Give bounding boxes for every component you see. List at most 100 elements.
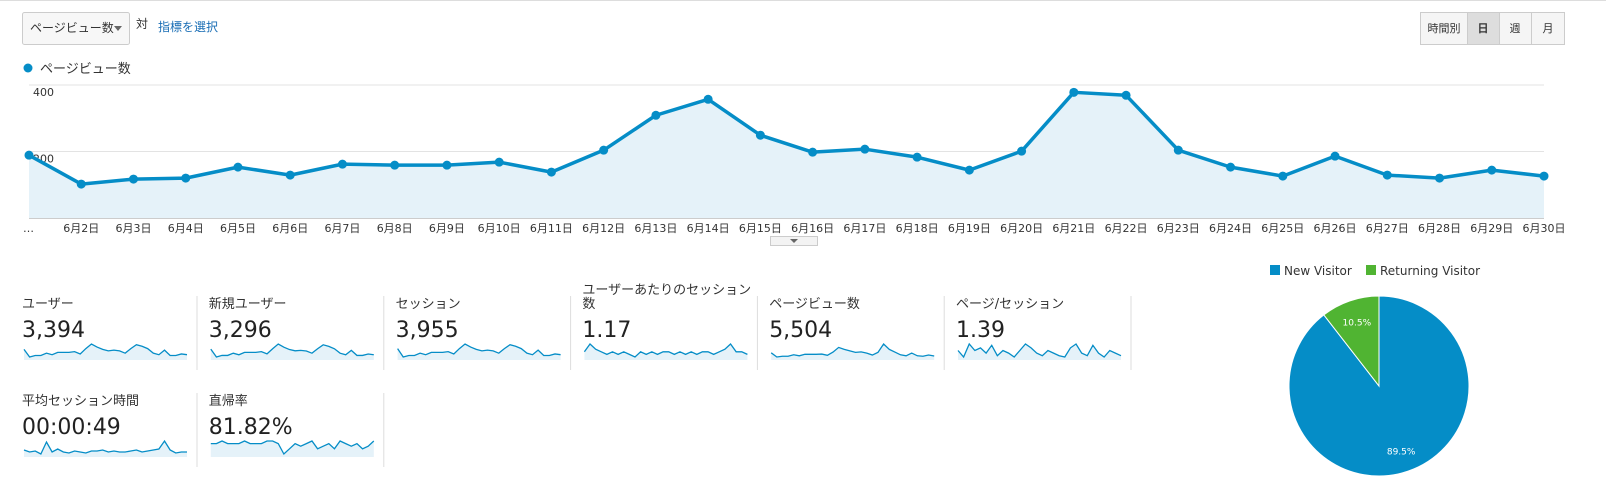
- metric-value: 00:00:49: [22, 415, 121, 440]
- metric-label: ページ/セッション: [956, 297, 1065, 312]
- point: [755, 130, 765, 140]
- metric-dropdown[interactable]: [22, 12, 130, 45]
- interval-buttons: 時間別 日 週 月: [1420, 12, 1565, 45]
- legend-label: Returning Visitor: [1380, 264, 1480, 278]
- sparkline: [210, 343, 374, 358]
- point: [703, 94, 713, 104]
- point: [390, 160, 400, 170]
- point: [1330, 151, 1340, 161]
- metric-label: セッション: [395, 297, 461, 312]
- legend-marker: [1270, 265, 1280, 275]
- sparkline: [397, 343, 561, 358]
- x-tick-label: 6月19日: [948, 222, 991, 235]
- point: [1226, 162, 1236, 172]
- x-tick-label: 6月7日: [324, 222, 360, 235]
- metric-label-box: 新規ユーザー: [208, 297, 287, 312]
- point: [285, 170, 295, 180]
- legend-label: ページビュー数: [40, 62, 131, 77]
- x-tick-label: 6月5日: [220, 222, 256, 235]
- metric-label-box: ユーザーあたりのセッション数: [582, 283, 752, 312]
- legend-label: New Visitor: [1284, 264, 1352, 278]
- interval-button[interactable]: [1531, 12, 1565, 45]
- sparkline-area: [24, 441, 187, 457]
- x-tick-label: 6月10日: [478, 222, 521, 235]
- legend-marker: [1366, 265, 1376, 275]
- point: [1382, 170, 1392, 180]
- interval-label[interactable]: 月: [1543, 22, 1554, 35]
- interval-button[interactable]: [1499, 12, 1532, 45]
- point: [181, 173, 191, 183]
- point: [1487, 165, 1497, 175]
- x-tick-label: 6月24日: [1209, 222, 1252, 235]
- x-tick-label: 6月8日: [377, 222, 413, 235]
- point: [24, 150, 34, 160]
- interval-button[interactable]: [1420, 12, 1468, 45]
- slice-label: 89.5%: [1387, 448, 1416, 458]
- x-tick-label: 6月15日: [739, 222, 782, 235]
- x-tick-label: 6月30日: [1523, 222, 1566, 235]
- x-tick-label: 6月28日: [1418, 222, 1461, 235]
- point: [128, 174, 138, 184]
- sparkline-area: [24, 344, 187, 360]
- y-tick-label: 400: [33, 86, 54, 99]
- collapse-arrow: [790, 239, 798, 243]
- metric-value: 81.82%: [209, 415, 293, 440]
- x-tick-label: 6月6日: [272, 222, 308, 235]
- x-tick-label: 6月22日: [1105, 222, 1148, 235]
- interval-label[interactable]: 時間別: [1428, 22, 1461, 35]
- interval-label[interactable]: 週: [1510, 22, 1521, 35]
- x-tick-label: 6月29日: [1470, 222, 1513, 235]
- x-tick-label: 6月18日: [896, 222, 939, 235]
- line: [28, 90, 1545, 186]
- x-tick-label: 6月9日: [429, 222, 465, 235]
- point: [964, 165, 974, 175]
- x-tick-label: 6月17日: [843, 222, 886, 235]
- point: [1278, 171, 1288, 181]
- x-tick-label: …: [23, 222, 34, 235]
- x-tick-label: 6月26日: [1314, 222, 1357, 235]
- point: [1069, 87, 1079, 97]
- metric-value: 3,955: [396, 318, 459, 343]
- x-tick-label: 6月27日: [1366, 222, 1409, 235]
- slice-label: 10.5%: [1343, 318, 1372, 328]
- sparkline: [23, 439, 187, 455]
- metric-label: ユーザー: [22, 297, 74, 312]
- vs-text: 対: [136, 17, 148, 31]
- x-tick-label: 6月12日: [582, 222, 625, 235]
- metric-label-box: セッション: [395, 297, 461, 312]
- metric-value: 5,504: [769, 318, 832, 343]
- x-tick-label: 6月11日: [530, 222, 573, 235]
- sparkline: [23, 343, 188, 358]
- metric-dropdown-text[interactable]: ページビュー数: [30, 20, 114, 35]
- select-metric-link[interactable]: 指標を選択: [158, 19, 218, 34]
- metric-label: ユーザーあたりのセッション数: [582, 283, 752, 312]
- interval-label[interactable]: 日: [1478, 22, 1489, 35]
- sparkline-area: [210, 344, 374, 360]
- x-tick-label: 6月23日: [1157, 222, 1200, 235]
- x-tick-label: 6月2日: [63, 222, 99, 235]
- point: [76, 179, 86, 189]
- metric-value: 3,394: [22, 318, 85, 343]
- legend-marker: [23, 63, 33, 73]
- metric-label-box: ページ/セッション: [956, 297, 1065, 312]
- point: [233, 162, 243, 172]
- x-tick-label: 6月20日: [1000, 222, 1043, 235]
- x-tick-label: 6月4日: [168, 222, 204, 235]
- dropdown-arrow: [114, 26, 122, 31]
- point: [337, 159, 347, 169]
- sparkline: [770, 342, 935, 358]
- x-tick-label: 6月25日: [1261, 222, 1304, 235]
- x-tick-label: 6月3日: [115, 222, 151, 235]
- point: [442, 160, 452, 170]
- metric-value: 1.39: [956, 318, 1005, 343]
- point: [1121, 90, 1131, 100]
- metric-label-box: ユーザー: [22, 297, 74, 312]
- metric-label: 新規ユーザー: [208, 297, 287, 312]
- x-tick-label: 6月21日: [1052, 222, 1095, 235]
- metric-label-box: ページビュー数: [769, 298, 860, 312]
- x-tick-label: 6月13日: [634, 222, 677, 235]
- point: [1017, 146, 1027, 156]
- x-tick-label: 6月16日: [791, 222, 834, 235]
- sparkline: [957, 342, 1122, 359]
